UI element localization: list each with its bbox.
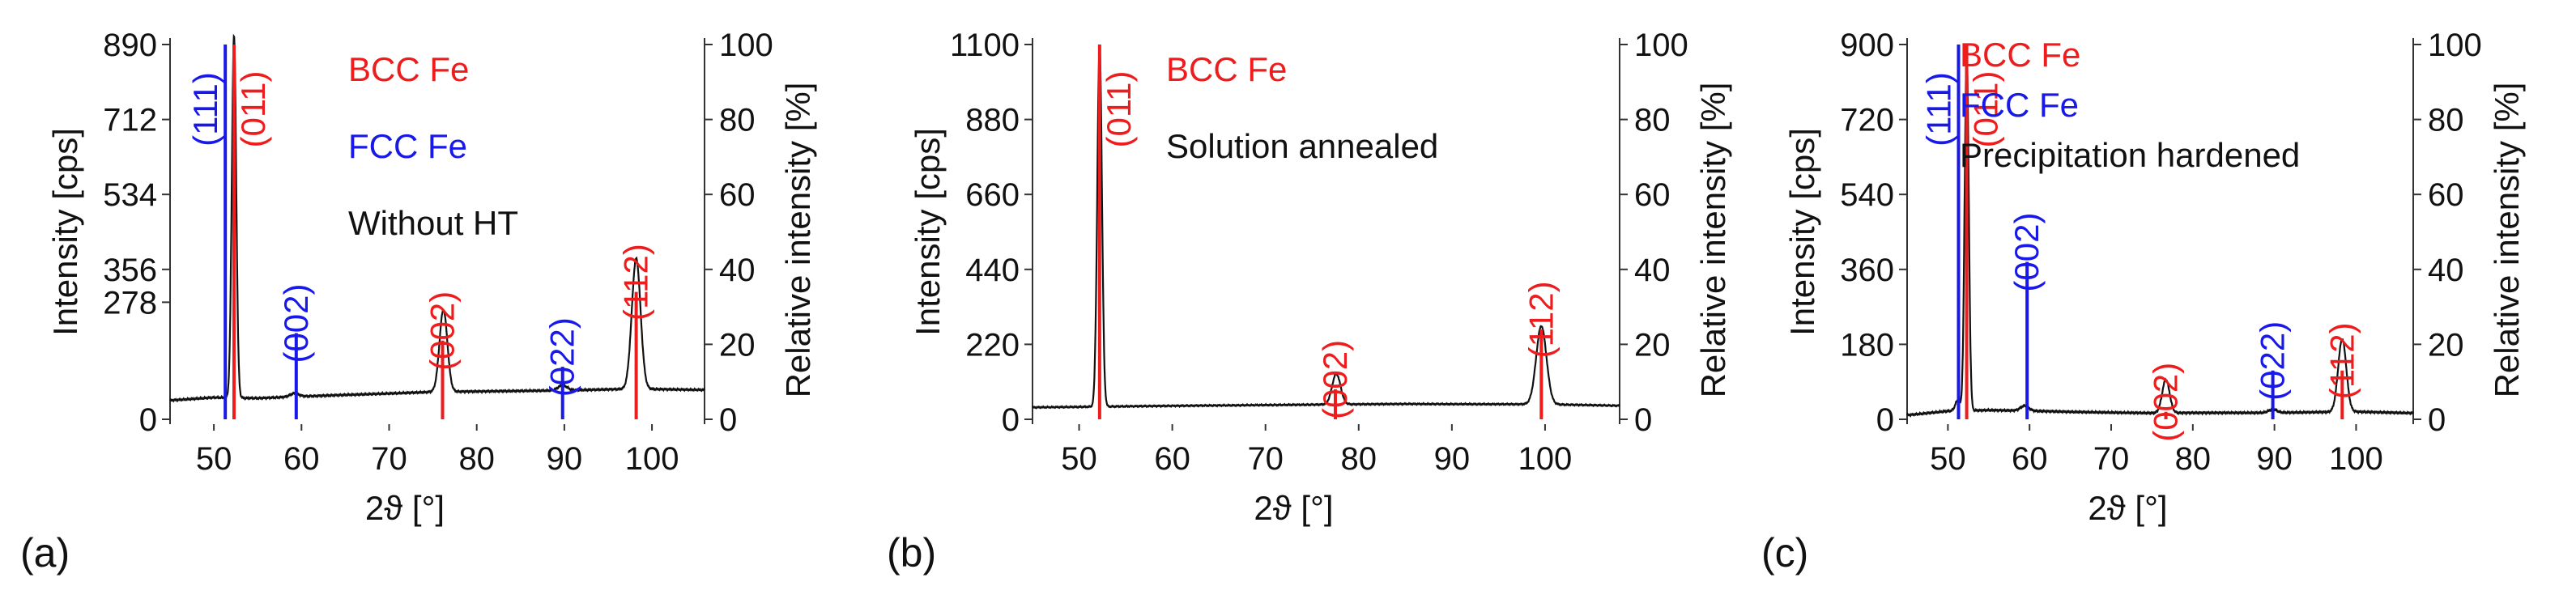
y-tick-label: 880: [965, 103, 1020, 138]
fcc-peak-label: (111): [186, 72, 224, 147]
fcc-peak-label: (002): [2008, 213, 2046, 292]
y-tick-label: 890: [103, 28, 157, 63]
x-tick-label: 80: [2175, 441, 2212, 477]
measured-pattern: [1032, 45, 1620, 410]
y2-tick-label: 0: [1634, 402, 1652, 438]
panel-label: (b): [887, 530, 936, 576]
x-tick-label: 70: [1247, 441, 1284, 477]
x-axis-title: 2ϑ [°]: [1254, 489, 1333, 527]
bcc-peak-label: (011): [1100, 71, 1138, 148]
y2-axis-title: Relative intensity [%]: [2488, 83, 2526, 398]
y-tick-label: 278: [103, 285, 157, 321]
y2-tick-label: 100: [1634, 28, 1688, 63]
legend-entry: Precipitation hardened: [1960, 136, 2300, 174]
panel-b: 0 220 440 660 880 1100 0 20 40 60 80 100 50 60 70 80 90 1…: [887, 28, 1732, 576]
y-tick-label: 900: [1840, 28, 1894, 63]
x-tick-label: 90: [1434, 441, 1471, 477]
y-axis-title: Intensity [cps]: [1783, 128, 1821, 336]
bcc-peak-label: (112): [1522, 281, 1560, 358]
y-tick-label: 0: [139, 402, 157, 438]
y-tick-label: 180: [1840, 327, 1894, 363]
y-axis-title: Intensity [cps]: [46, 128, 84, 336]
x-tick-label: 70: [371, 441, 407, 477]
y2-axis-title: Relative intensity [%]: [779, 83, 817, 398]
legend-entry: BCC Fe: [1960, 36, 2080, 74]
y-tick-label: 360: [1840, 253, 1894, 288]
fcc-peak-label: (111): [1920, 72, 1958, 147]
y-tick-label: 540: [1840, 177, 1894, 213]
y2-tick-label: 0: [2428, 402, 2446, 438]
y2-tick-label: 80: [2428, 103, 2464, 138]
y-tick-label: 534: [103, 177, 157, 213]
y2-tick-label: 60: [1634, 177, 1671, 213]
y2-tick-label: 20: [2428, 327, 2464, 363]
x-tick-label: 90: [547, 441, 583, 477]
measured-pattern: [1905, 53, 2414, 418]
x-tick-label: 60: [1154, 441, 1190, 477]
panel-c: 0 180 360 540 720 900 0 20 40 60 80 100 50 60 70 80 90 10…: [1761, 28, 2526, 576]
y2-tick-label: 100: [2428, 28, 2482, 63]
legend-entry: Solution annealed: [1166, 127, 1438, 165]
x-tick-label: 70: [2093, 441, 2130, 477]
y2-tick-label: 80: [719, 103, 756, 138]
y-tick-label: 440: [965, 253, 1020, 288]
y2-axis-title: Relative intensity [%]: [1694, 83, 1732, 398]
legend-entry: Without HT: [348, 204, 518, 242]
y2-tick-label: 40: [719, 253, 756, 288]
fcc-peak-label: (022): [2254, 321, 2292, 401]
y-tick-label: 1100: [950, 28, 1020, 63]
y-tick-label: 220: [965, 327, 1020, 363]
y-tick-label: 356: [103, 253, 157, 288]
bcc-peak-label: (011): [1967, 71, 2005, 148]
bcc-peak-label: (112): [617, 244, 655, 321]
panel-label: (c): [1761, 530, 1808, 576]
bcc-peak-label: (112): [2323, 322, 2361, 399]
fcc-peak-label: (002): [277, 283, 315, 363]
y2-tick-label: 40: [2428, 253, 2464, 288]
bcc-peak-label: (002): [1316, 340, 1354, 419]
x-tick-label: 50: [196, 441, 232, 477]
x-tick-label: 50: [1061, 441, 1097, 477]
fcc-peak-label: (022): [543, 317, 581, 397]
bcc-peak-label: (002): [2147, 363, 2185, 442]
y2-tick-label: 40: [1634, 253, 1671, 288]
y-tick-label: 720: [1840, 103, 1894, 138]
y2-tick-label: 60: [2428, 177, 2464, 213]
legend-entry: FCC Fe: [348, 127, 467, 165]
measured-pattern: [168, 33, 705, 403]
x-tick-label: 60: [2012, 441, 2048, 477]
y-axis-title: Intensity [cps]: [909, 128, 947, 336]
x-tick-label: 80: [1341, 441, 1377, 477]
y2-tick-label: 0: [719, 402, 737, 438]
y2-tick-label: 20: [1634, 327, 1671, 363]
x-tick-label: 80: [458, 441, 495, 477]
x-tick-label: 100: [2329, 441, 2383, 477]
panel-label: (a): [20, 530, 70, 576]
legend-entry: FCC Fe: [1960, 86, 2079, 124]
x-tick-label: 60: [283, 441, 320, 477]
x-axis-title: 2ϑ [°]: [2088, 489, 2167, 527]
y-tick-label: 660: [965, 177, 1020, 213]
y-tick-label: 0: [1002, 402, 1020, 438]
x-tick-label: 100: [625, 441, 679, 477]
y2-tick-label: 20: [719, 327, 756, 363]
y-tick-label: 0: [1876, 402, 1894, 438]
y2-tick-label: 80: [1634, 103, 1671, 138]
legend-entry: BCC Fe: [1166, 50, 1287, 88]
y2-tick-label: 60: [719, 177, 756, 213]
bcc-peak-label: (002): [423, 291, 461, 371]
x-axis-title: 2ϑ [°]: [365, 489, 445, 527]
bcc-peak-label: (011): [234, 71, 272, 148]
x-tick-label: 50: [1930, 441, 1966, 477]
x-tick-label: 100: [1518, 441, 1573, 477]
legend-entry: BCC Fe: [348, 50, 469, 88]
y2-tick-label: 100: [719, 28, 773, 63]
y-tick-label: 712: [103, 103, 157, 138]
x-tick-label: 90: [2256, 441, 2293, 477]
